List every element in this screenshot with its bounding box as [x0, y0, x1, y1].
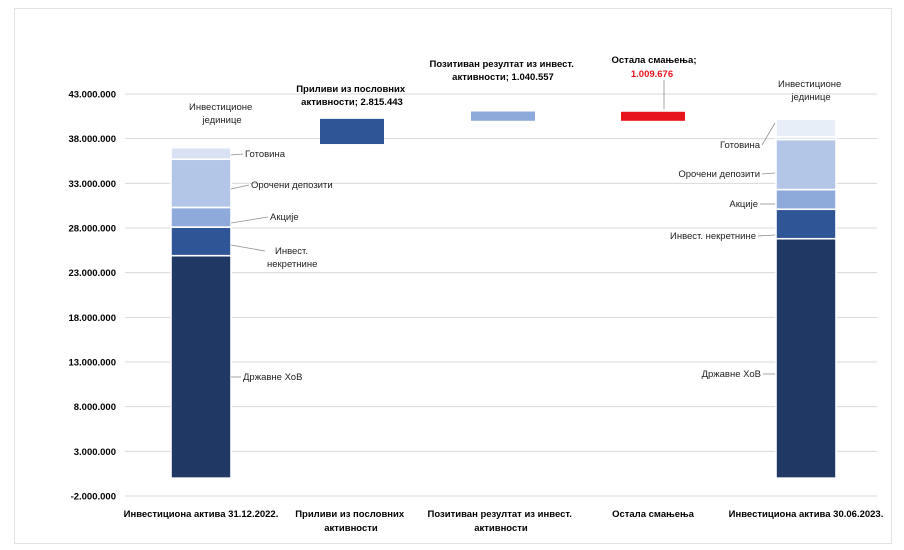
y-tick-label: 43.000.000: [68, 90, 116, 101]
stacked-bar-segment: [775, 188, 837, 211]
floating-bar: [320, 118, 384, 145]
floating-bar: [471, 111, 535, 121]
y-tick-label: 13.000.000: [68, 358, 116, 369]
right-label-cash: Готовина: [720, 140, 761, 151]
floating-bar: [621, 111, 685, 121]
y-tick-label: 23.000.000: [68, 268, 116, 279]
leader-line: [761, 172, 776, 175]
annotation-other-decreases-label: Остала смањења;: [612, 55, 697, 66]
y-tick-label: 8.000.000: [74, 402, 116, 413]
waterfall-chart: -2.000.000 3.000.000 8.000.000 13.000.000 18…: [68, 55, 884, 534]
annotation-other-decreases-value: 1.009.676: [631, 69, 673, 80]
stacked-bar-segment: [170, 254, 232, 479]
right-label-real-estate: Инвест. некретнине: [670, 231, 756, 242]
right-label-shares: Акције: [729, 199, 758, 210]
chart-frame: -2.000.000 3.000.000 8.000.000 13.000.000 18…: [14, 8, 892, 544]
stacked-bar-segment: [775, 237, 837, 479]
y-tick-label: 18.000.000: [68, 313, 116, 324]
x-category-label: Инвестициона актива 31.12.2022.: [124, 509, 279, 520]
y-tick-label: -2.000.000: [71, 492, 116, 503]
x-category-label: Инвестициона актива 30.06.2023.: [729, 509, 884, 520]
y-tick-label: 38.000.000: [68, 134, 116, 145]
left-label-shares: Акције: [270, 212, 299, 223]
left-label-deposits: Орочени депозити: [251, 180, 333, 191]
y-tick-label: 3.000.000: [74, 447, 116, 458]
x-category-label: Приливи из пословних активности: [295, 509, 407, 534]
leader-line: [230, 153, 244, 156]
right-label-investment-units: Инвестиционе јединице: [778, 79, 844, 103]
stacked-bar-segment: [775, 208, 837, 240]
stacked-bar-segment: [775, 118, 837, 138]
stacked-bar-segment: [170, 145, 232, 149]
y-tick-label: 33.000.000: [68, 179, 116, 190]
y-tick-label: 28.000.000: [68, 224, 116, 235]
annotation-inflows: Приливи из пословних активности; 2.815.4…: [296, 84, 408, 108]
leader-line: [757, 234, 776, 237]
leader-line: [230, 184, 250, 190]
left-label-cash: Готовина: [245, 149, 286, 160]
stacked-bar-segment: [775, 138, 837, 191]
left-label-real-estate: Инвест. некретнине: [267, 246, 317, 270]
stacked-bar-segment: [170, 158, 232, 209]
leader-line: [230, 244, 266, 252]
stacked-bar-segment: [170, 226, 232, 257]
leader-line: [761, 122, 776, 146]
stacked-bar-segment: [170, 206, 232, 228]
left-label-investment-units: Инвестиционе јединице: [189, 102, 255, 126]
leader-line: [230, 216, 269, 224]
stacked-bar-segment: [170, 146, 232, 161]
x-category-label: Позитиван резултат из инвест. активности: [428, 509, 575, 534]
x-category-label: Остала смањења: [612, 509, 695, 520]
left-label-gov-securities: Државне ХоВ: [243, 372, 302, 383]
annotation-positive-result: Позитиван резултат из инвест. активности…: [430, 59, 577, 83]
right-label-deposits: Орочени депозити: [678, 169, 760, 180]
right-label-gov-securities: Државне ХоВ: [702, 369, 761, 380]
